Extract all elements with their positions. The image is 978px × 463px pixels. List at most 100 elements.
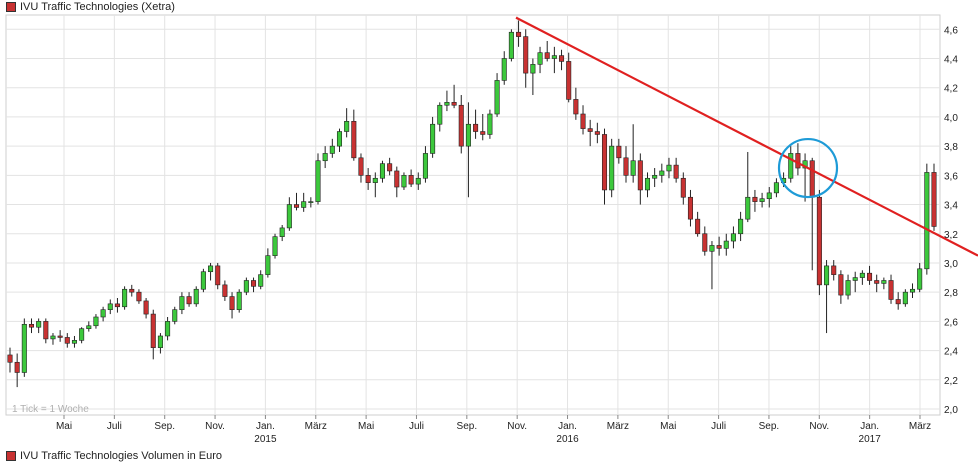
candle-body (28, 323, 35, 328)
x-tick-year: 2015 (254, 434, 277, 445)
candle-body (644, 177, 651, 191)
candle-body (422, 153, 428, 179)
candle-body (738, 218, 744, 235)
candle-body (809, 160, 815, 198)
candle-body (243, 280, 249, 293)
candle-body (587, 128, 593, 132)
candle-body (773, 182, 779, 194)
candle-down (394, 166, 400, 198)
candle-body (365, 175, 371, 183)
candle-body (788, 153, 794, 179)
x-tick-label: Nov. (507, 421, 527, 432)
candle-body (867, 272, 873, 281)
candle-body (616, 145, 622, 159)
candle-up (609, 138, 615, 198)
candle-down (544, 40, 550, 62)
candle-body (379, 163, 385, 179)
x-tick-label: Nov. (205, 421, 225, 432)
y-tick-label: 2,8 (944, 288, 958, 299)
candle-up (924, 163, 930, 275)
candle-up (193, 286, 199, 307)
candle-up (845, 274, 851, 300)
candle-body (200, 271, 206, 290)
candle-down (516, 20, 522, 47)
candle-down (601, 128, 608, 205)
candle-body (838, 274, 844, 296)
candle-body (566, 61, 572, 100)
candle-body (501, 58, 507, 81)
candle-up (551, 46, 557, 74)
candle-body (702, 233, 708, 252)
candle-down (136, 289, 142, 304)
candle-down (129, 284, 135, 297)
candle-up (766, 187, 772, 208)
candle-body (537, 52, 543, 65)
candle-body (430, 123, 436, 154)
candle-body (186, 296, 192, 305)
candle-up (508, 29, 514, 62)
candle-body (315, 160, 321, 202)
candle-body (659, 170, 665, 176)
y-tick-label: 4,4 (944, 55, 958, 66)
candle-body (157, 335, 163, 348)
candle-body (344, 121, 350, 132)
candle-down (351, 109, 357, 161)
candle-down (251, 277, 257, 293)
candle-up (487, 109, 493, 139)
candle-body (816, 196, 822, 286)
candle-body (516, 31, 522, 37)
candle-down (14, 353, 20, 388)
candle-body (902, 291, 908, 305)
x-tick-year: 2017 (859, 434, 882, 445)
x-tick-label: Mai (358, 421, 374, 432)
candle-down (480, 114, 486, 141)
candle-body (86, 325, 92, 329)
candles (7, 20, 937, 388)
candle-up (537, 46, 543, 74)
candle-up (372, 172, 378, 198)
candle-down (673, 157, 679, 183)
candle-body (208, 265, 214, 273)
y-tick-label: 2,6 (944, 317, 958, 328)
y-tick-label: 2,2 (944, 376, 958, 387)
candle-up (258, 270, 264, 290)
x-tick-year: 2016 (556, 434, 579, 445)
candle-body (580, 113, 586, 129)
candle-body (458, 104, 464, 147)
candle-body (114, 303, 120, 308)
candle-up (824, 260, 830, 334)
candle-body (372, 177, 378, 183)
x-tick-label: März (607, 421, 629, 432)
candle-body (630, 160, 636, 176)
candle-down (43, 318, 49, 344)
candle-down (358, 153, 364, 183)
candle-up (336, 128, 343, 152)
x-tick-label: Juli (409, 421, 424, 432)
candle-body (236, 291, 242, 310)
candle-up (86, 321, 92, 332)
candle-down (7, 347, 13, 373)
candle-body (544, 52, 550, 59)
price-legend-swatch (6, 2, 16, 12)
candle-body (523, 36, 529, 74)
candle-body (251, 280, 257, 287)
candle-body (845, 280, 851, 296)
candle-down (716, 236, 722, 256)
candle-down (559, 49, 565, 71)
candle-body (917, 268, 923, 290)
candle-body (143, 300, 149, 315)
candle-up (379, 160, 385, 183)
candle-up (344, 108, 350, 138)
candle-down (816, 189, 822, 296)
candle-up (36, 318, 42, 334)
candle-down (293, 192, 300, 211)
candle-up (236, 289, 242, 313)
candle-down (587, 119, 593, 147)
plot-area (5, 14, 941, 416)
candle-up (644, 172, 651, 198)
candle-down (637, 153, 643, 205)
interval-note: 1 Tick = 1 Woche (12, 404, 89, 415)
candle-body (666, 164, 672, 172)
candle-up (788, 146, 794, 183)
